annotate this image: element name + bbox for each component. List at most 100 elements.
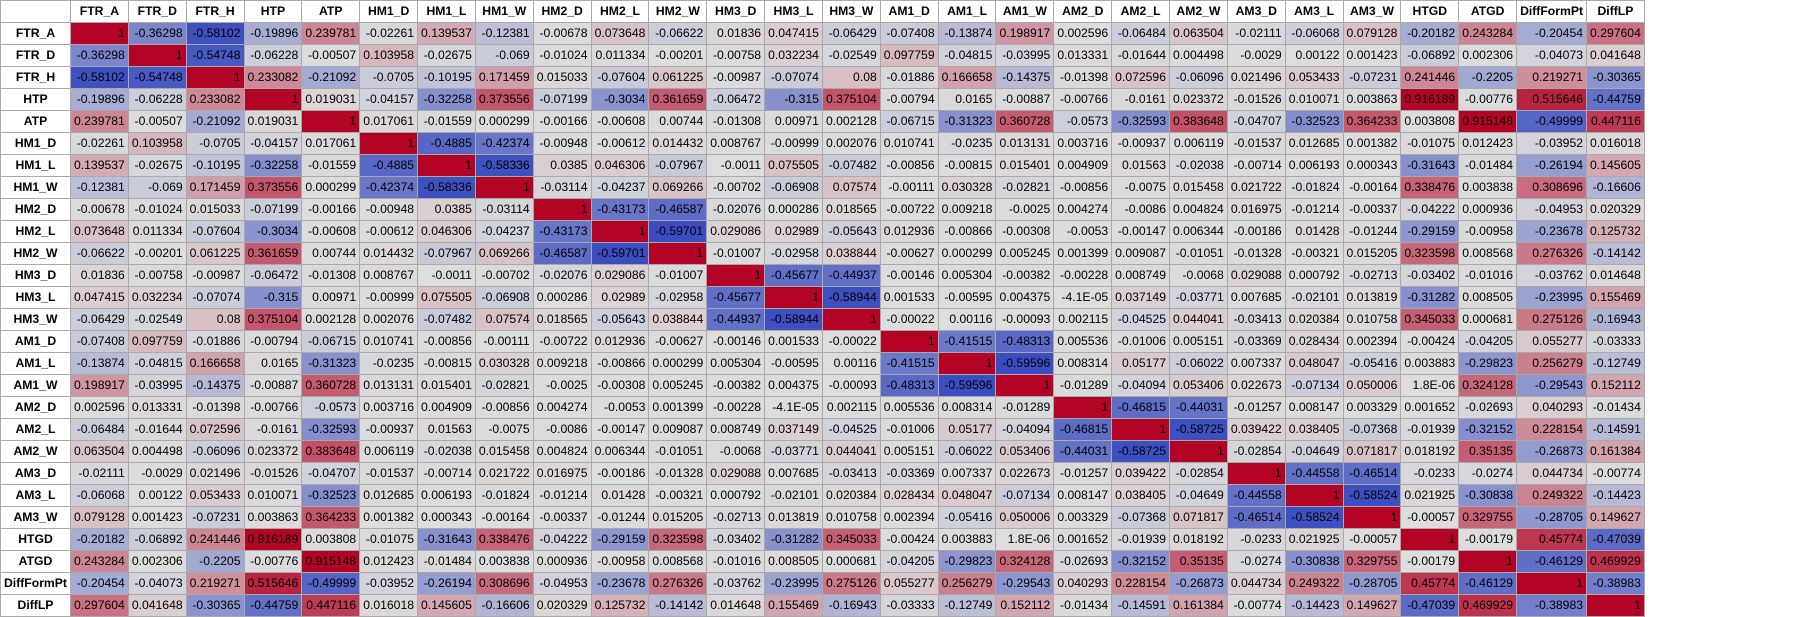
table-cell[interactable]: -0.01398	[1053, 66, 1113, 89]
table-cell[interactable]: -0.04707	[1226, 110, 1286, 133]
table-cell[interactable]: -0.03402	[1400, 264, 1460, 287]
table-cell[interactable]: -0.00057	[1400, 506, 1460, 529]
table-cell[interactable]: -0.01016	[1458, 264, 1518, 287]
table-cell[interactable]: 0.01836	[706, 22, 766, 45]
table-cell[interactable]: 0.041648	[127, 594, 187, 617]
table-cell[interactable]: -0.41515	[937, 330, 997, 353]
table-cell[interactable]: 0.018192	[1169, 528, 1228, 551]
table-cell[interactable]: 1	[127, 44, 187, 67]
table-cell[interactable]: 0.044734	[1226, 572, 1286, 595]
table-cell[interactable]: -0.20454	[69, 572, 129, 595]
table-cell[interactable]: -0.00186	[590, 462, 650, 485]
table-cell[interactable]: 0.002394	[879, 506, 939, 529]
table-cell[interactable]: -0.00766	[1053, 88, 1113, 111]
table-cell[interactable]: -0.29159	[590, 528, 650, 551]
table-cell[interactable]: -0.00948	[532, 132, 592, 155]
table-cell[interactable]: -0.46815	[1053, 418, 1113, 441]
table-cell[interactable]: -0.06429	[821, 22, 881, 45]
column-header[interactable]: AM2_D	[1053, 0, 1113, 23]
table-cell[interactable]: -0.0075	[474, 418, 534, 441]
table-cell[interactable]: 0.012685	[359, 484, 419, 507]
table-cell[interactable]: -0.44031	[1053, 440, 1113, 463]
table-cell[interactable]: 0.053433	[185, 484, 245, 507]
table-cell[interactable]: -0.01244	[590, 506, 650, 529]
table-cell[interactable]: -0.07967	[648, 154, 708, 177]
table-cell[interactable]: 0.364233	[301, 506, 361, 529]
table-cell[interactable]: 0.016018	[359, 594, 419, 617]
table-cell[interactable]: 0.276326	[648, 572, 708, 595]
row-header[interactable]: HM1_W	[0, 176, 71, 199]
table-cell[interactable]: -0.0705	[359, 66, 419, 89]
table-cell[interactable]: -0.02038	[417, 440, 476, 463]
table-cell[interactable]: 0.029088	[1226, 264, 1286, 287]
table-cell[interactable]: -0.31282	[764, 528, 823, 551]
table-cell[interactable]: 0.005151	[879, 440, 939, 463]
table-cell[interactable]: -0.21092	[185, 110, 245, 133]
table-cell[interactable]: -0.05643	[821, 220, 881, 243]
table-cell[interactable]: 0.073648	[69, 220, 129, 243]
table-cell[interactable]: 0.01836	[69, 264, 129, 287]
table-cell[interactable]: 1	[1516, 572, 1588, 595]
row-header[interactable]: FTR_D	[0, 44, 71, 67]
table-cell[interactable]: 0.071817	[1342, 440, 1402, 463]
table-cell[interactable]: -0.0068	[1169, 264, 1228, 287]
table-cell[interactable]: 0.005245	[648, 374, 708, 397]
table-cell[interactable]: 1	[69, 22, 129, 45]
table-cell[interactable]: -0.00794	[879, 88, 939, 111]
table-cell[interactable]: -0.069	[127, 176, 187, 199]
column-header[interactable]: HM3_D	[706, 0, 766, 23]
table-cell[interactable]: 0.019031	[243, 110, 303, 133]
table-cell[interactable]: -0.01024	[127, 198, 187, 221]
column-header[interactable]: FTR_A	[69, 0, 129, 23]
table-cell[interactable]: -0.46514	[1226, 506, 1286, 529]
table-cell[interactable]: 0.373556	[243, 176, 303, 199]
table-cell[interactable]: -0.00308	[995, 220, 1055, 243]
table-cell[interactable]: -0.02038	[1169, 154, 1228, 177]
table-cell[interactable]: 0.515646	[1516, 88, 1588, 111]
table-cell[interactable]: 0.029088	[706, 462, 766, 485]
table-cell[interactable]: -0.0235	[359, 352, 419, 375]
table-cell[interactable]: -0.23995	[764, 572, 823, 595]
table-cell[interactable]: -0.00608	[590, 110, 650, 133]
table-cell[interactable]: 1	[532, 198, 592, 221]
table-cell[interactable]: 0.149627	[1586, 506, 1645, 529]
table-cell[interactable]: -0.36298	[127, 22, 187, 45]
table-cell[interactable]: 0.006119	[359, 440, 419, 463]
column-header[interactable]: HM2_D	[532, 0, 592, 23]
table-cell[interactable]: 0.166658	[185, 352, 245, 375]
table-cell[interactable]: -0.29543	[1516, 374, 1588, 397]
table-cell[interactable]: -0.00382	[995, 264, 1055, 287]
table-cell[interactable]: -0.32523	[1284, 110, 1344, 133]
table-cell[interactable]: -0.0011	[417, 264, 476, 287]
table-cell[interactable]: -0.01214	[1284, 198, 1344, 221]
table-cell[interactable]: -0.04073	[127, 572, 187, 595]
table-cell[interactable]: 0.276326	[1516, 242, 1588, 265]
table-cell[interactable]: 0.038844	[821, 242, 881, 265]
table-cell[interactable]: -0.30365	[1586, 66, 1645, 89]
table-cell[interactable]: 0.004498	[1169, 44, 1228, 67]
table-cell[interactable]: -0.02713	[1342, 264, 1402, 287]
column-header[interactable]: AM1_L	[937, 0, 997, 23]
table-cell[interactable]: -0.14591	[1586, 418, 1645, 441]
table-cell[interactable]: -0.03771	[1169, 286, 1228, 309]
table-cell[interactable]: 1.8E-06	[995, 528, 1055, 551]
table-cell[interactable]: -0.01007	[706, 242, 766, 265]
table-cell[interactable]: -0.20182	[69, 528, 129, 551]
row-header[interactable]: ATP	[0, 110, 71, 133]
table-cell[interactable]: 0.002076	[821, 132, 881, 155]
table-cell[interactable]: -0.00595	[937, 286, 997, 309]
table-cell[interactable]: 1	[474, 176, 534, 199]
table-cell[interactable]: -0.14375	[185, 374, 245, 397]
table-cell[interactable]: -0.03995	[995, 44, 1055, 67]
table-cell[interactable]: -0.00678	[532, 22, 592, 45]
table-cell[interactable]: -0.31323	[301, 352, 361, 375]
table-cell[interactable]: -0.49999	[1516, 110, 1588, 133]
table-cell[interactable]: -0.0053	[590, 396, 650, 419]
table-cell[interactable]: 0.155469	[1586, 286, 1645, 309]
table-cell[interactable]: 0.008767	[706, 132, 766, 155]
table-cell[interactable]: 0.008147	[1053, 484, 1113, 507]
table-cell[interactable]: -0.00337	[1342, 198, 1402, 221]
table-cell[interactable]: -0.02101	[764, 484, 823, 507]
table-cell[interactable]: 0.35135	[1458, 440, 1518, 463]
table-cell[interactable]: 0.383648	[301, 440, 361, 463]
